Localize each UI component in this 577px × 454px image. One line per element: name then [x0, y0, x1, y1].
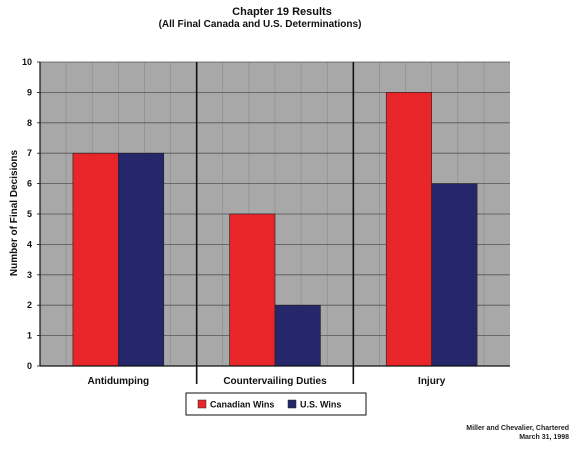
bar-canadian-wins-countervailing-duties	[229, 213, 276, 367]
bar-u-s-wins-injury	[431, 183, 478, 367]
bar-u-s-wins-antidumping	[118, 152, 165, 367]
y-tick-label: 0	[27, 361, 32, 371]
bar-canadian-wins-injury	[385, 92, 432, 367]
y-tick-label: 9	[27, 87, 32, 97]
y-tick-label: 4	[27, 239, 32, 249]
chart-title: Chapter 19 Results	[232, 6, 332, 18]
legend-label: Canadian Wins	[210, 400, 274, 410]
y-tick-label: 1	[27, 331, 32, 341]
y-tick-label: 8	[27, 118, 32, 128]
legend-swatch	[287, 399, 297, 409]
y-tick-label: 5	[27, 209, 32, 219]
y-axis-label: Number of Final Decisions	[9, 149, 20, 276]
credit-line-2: March 31, 1998	[519, 434, 569, 441]
credit-line-1: Miller and Chevalier, Chartered	[466, 425, 569, 432]
legend: Canadian Wins U.S. Wins	[185, 392, 367, 416]
x-category-label: Countervailing Duties	[223, 376, 327, 387]
legend-box	[185, 392, 367, 416]
bar-u-s-wins-countervailing-duties	[274, 304, 321, 367]
legend-label: U.S. Wins	[300, 400, 341, 410]
legend-swatch	[197, 399, 207, 409]
x-category-label: Antidumping	[88, 376, 150, 387]
y-tick-label: 3	[27, 270, 32, 280]
y-tick-label: 2	[27, 300, 32, 310]
y-tick-label: 10	[22, 57, 32, 67]
y-tick-label: 7	[27, 148, 32, 158]
plot-area: 0 1 2 3 4 5 6 7 8 9 10 Antidumping Countervailing Du…	[22, 57, 510, 387]
bar-canadian-wins-antidumping	[72, 152, 119, 367]
x-category-label: Injury	[418, 376, 446, 387]
y-tick-label: 6	[27, 179, 32, 189]
chart-subtitle: (All Final Canada and U.S. Determination…	[159, 19, 362, 30]
